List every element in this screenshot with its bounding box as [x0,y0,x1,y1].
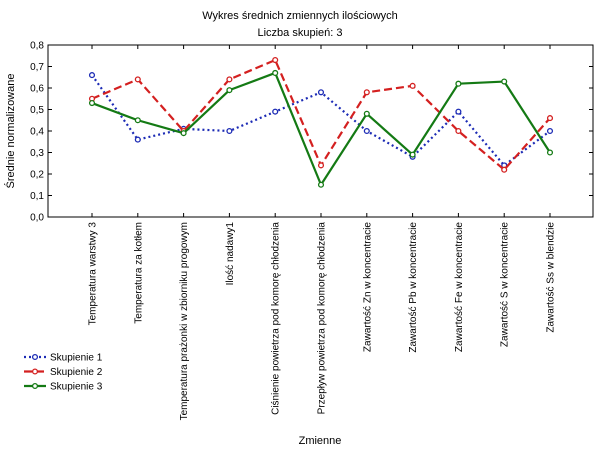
x-tick-label: Zawartość Ss w blendzie [546,222,557,333]
series-line [91,74,551,167]
legend-entry: Skupienie 2 [24,367,103,378]
y-tick-label: 0,5 [30,105,44,116]
legend-marker [31,353,39,361]
series-layer [88,56,554,188]
legend-label: Skupienie 3 [50,382,103,393]
data-point [501,166,508,173]
y-tick-label: 0,8 [30,41,44,52]
data-point [546,149,554,156]
data-point [180,130,187,137]
series-2 [88,56,554,173]
legend-label: Skupienie 2 [50,367,103,378]
legend-marker [31,382,39,390]
legend-label: Skupienie 1 [50,353,103,364]
x-tick-label: Temperatura warstwy 3 [88,222,99,326]
x-axis-label: Zmienne [299,435,342,447]
x-axis: Temperatura warstwy 3 Temperatura za kotł… [88,45,557,420]
plot-area [47,44,594,218]
series-line [91,58,551,171]
y-tick-label: 0,0 [30,213,44,224]
data-point [272,56,279,64]
legend-entry: Skupienie 1 [24,353,103,364]
y-tick-label: 0,4 [30,127,44,138]
legend-marker [31,368,39,375]
y-axis-label: Średnie normalizowane [4,74,17,189]
x-tick-label: Zawartość Zn w koncentracie [362,222,373,352]
data-point [134,117,141,124]
y-axis: 0,0 0,1 0,2 0,3 0,4 0,5 0,6 0,7 0,8 [30,41,593,224]
y-tick-label: 0,1 [30,191,44,202]
data-point [455,127,462,135]
data-point [546,127,554,135]
x-tick-label: Przepływ powietrza pod komorę chłodzenia [317,222,328,415]
data-point [226,76,233,83]
x-tick-label: Temperatura za kotłem [133,222,144,324]
y-tick-label: 0,3 [30,148,44,159]
x-tick-label: Temperatura prażonki w zbiorniku progowy… [179,222,190,420]
data-point [134,76,141,83]
legend: Skupienie 1 Skupienie 2 Skupienie 3 [24,353,103,393]
data-point [134,136,141,143]
data-point [88,72,96,79]
data-point [363,127,370,135]
data-point [409,151,416,158]
data-point [317,162,325,169]
data-point [501,78,508,85]
data-point [546,115,554,122]
x-tick-label: Ciśnienie powietrza pod komorę chłodzeni… [271,222,282,415]
data-point [226,87,233,94]
x-tick-label: Zawartość Pb w koncentracie [408,222,419,353]
chart-subtitle: Liczba skupień: 3 [258,27,343,39]
data-point [363,89,370,96]
y-tick-label: 0,7 [30,62,44,73]
data-point [317,181,325,188]
data-point [363,110,370,117]
data-point [88,100,96,107]
data-point [226,127,233,135]
legend-entry: Skupienie 3 [24,382,103,393]
y-tick-label: 0,2 [30,170,44,181]
series-1 [88,72,554,169]
data-point [272,108,279,115]
data-point [317,89,325,96]
data-point [272,69,279,76]
chart-title: Wykres średnich zmiennych ilościowych [202,10,398,22]
x-tick-label: Zawartość Fe w koncentracie [454,222,465,352]
data-point [409,82,416,89]
x-tick-label: Ilość nadawy1 [225,222,236,286]
data-point [455,80,462,87]
data-point [455,108,462,115]
x-tick-label: Zawartość S w koncentracie [500,222,511,347]
y-tick-label: 0,6 [30,84,44,95]
series-3 [88,69,554,188]
